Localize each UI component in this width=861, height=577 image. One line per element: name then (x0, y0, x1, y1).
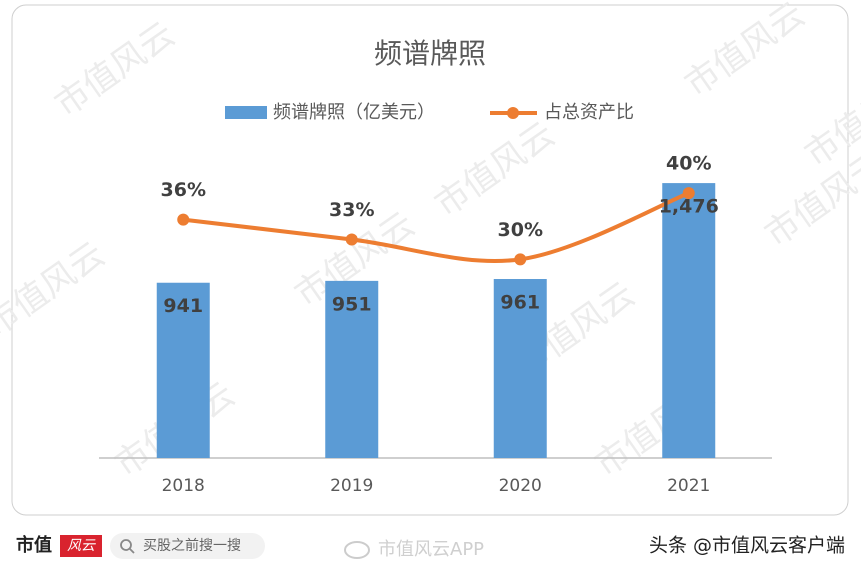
data-label: 1,476 (659, 196, 719, 218)
bar (156, 282, 210, 458)
app-name: 市值风云APP (378, 539, 484, 560)
legend-label: 频谱牌照（亿美元） (273, 102, 435, 123)
line-marker (177, 213, 190, 226)
data-label: 30% (498, 219, 543, 241)
logo-text: 风云 (67, 538, 96, 554)
legend-swatch (225, 106, 267, 119)
bar (662, 183, 716, 458)
line-marker (345, 233, 358, 246)
data-label: 40% (666, 153, 711, 175)
data-label: 941 (163, 295, 203, 317)
search-icon (120, 539, 132, 551)
source: 头条 @市值风云客户端 (649, 535, 845, 557)
bar (325, 280, 379, 458)
data-label: 36% (161, 179, 206, 201)
logo-box (60, 535, 102, 557)
line (183, 191, 690, 264)
logo-text: 市值 (16, 534, 52, 556)
x-tick-label: 2020 (499, 476, 542, 496)
search-text: 买股之前搜一搜 (143, 537, 241, 554)
x-tick-label: 2019 (330, 476, 373, 496)
weibo-icon (344, 541, 370, 559)
chart-title: 频谱牌照 (374, 37, 486, 70)
data-label: 33% (329, 199, 374, 221)
x-tick-label: 2021 (667, 476, 710, 496)
data-label: 951 (332, 293, 372, 315)
search-icon (129, 548, 135, 554)
search-box[interactable] (110, 533, 265, 559)
line-marker (682, 187, 695, 200)
legend-label: 占总资产比 (544, 102, 634, 123)
chart-card (11, 4, 849, 516)
data-label: 961 (500, 292, 540, 314)
x-tick-label: 2018 (162, 476, 205, 496)
line-marker (514, 253, 527, 266)
plot: 2018 2019 2020 2021 941 951 961 1,476 36% 33% 30% 4… (156, 153, 719, 496)
bar (493, 279, 547, 458)
legend-marker (507, 107, 519, 119)
